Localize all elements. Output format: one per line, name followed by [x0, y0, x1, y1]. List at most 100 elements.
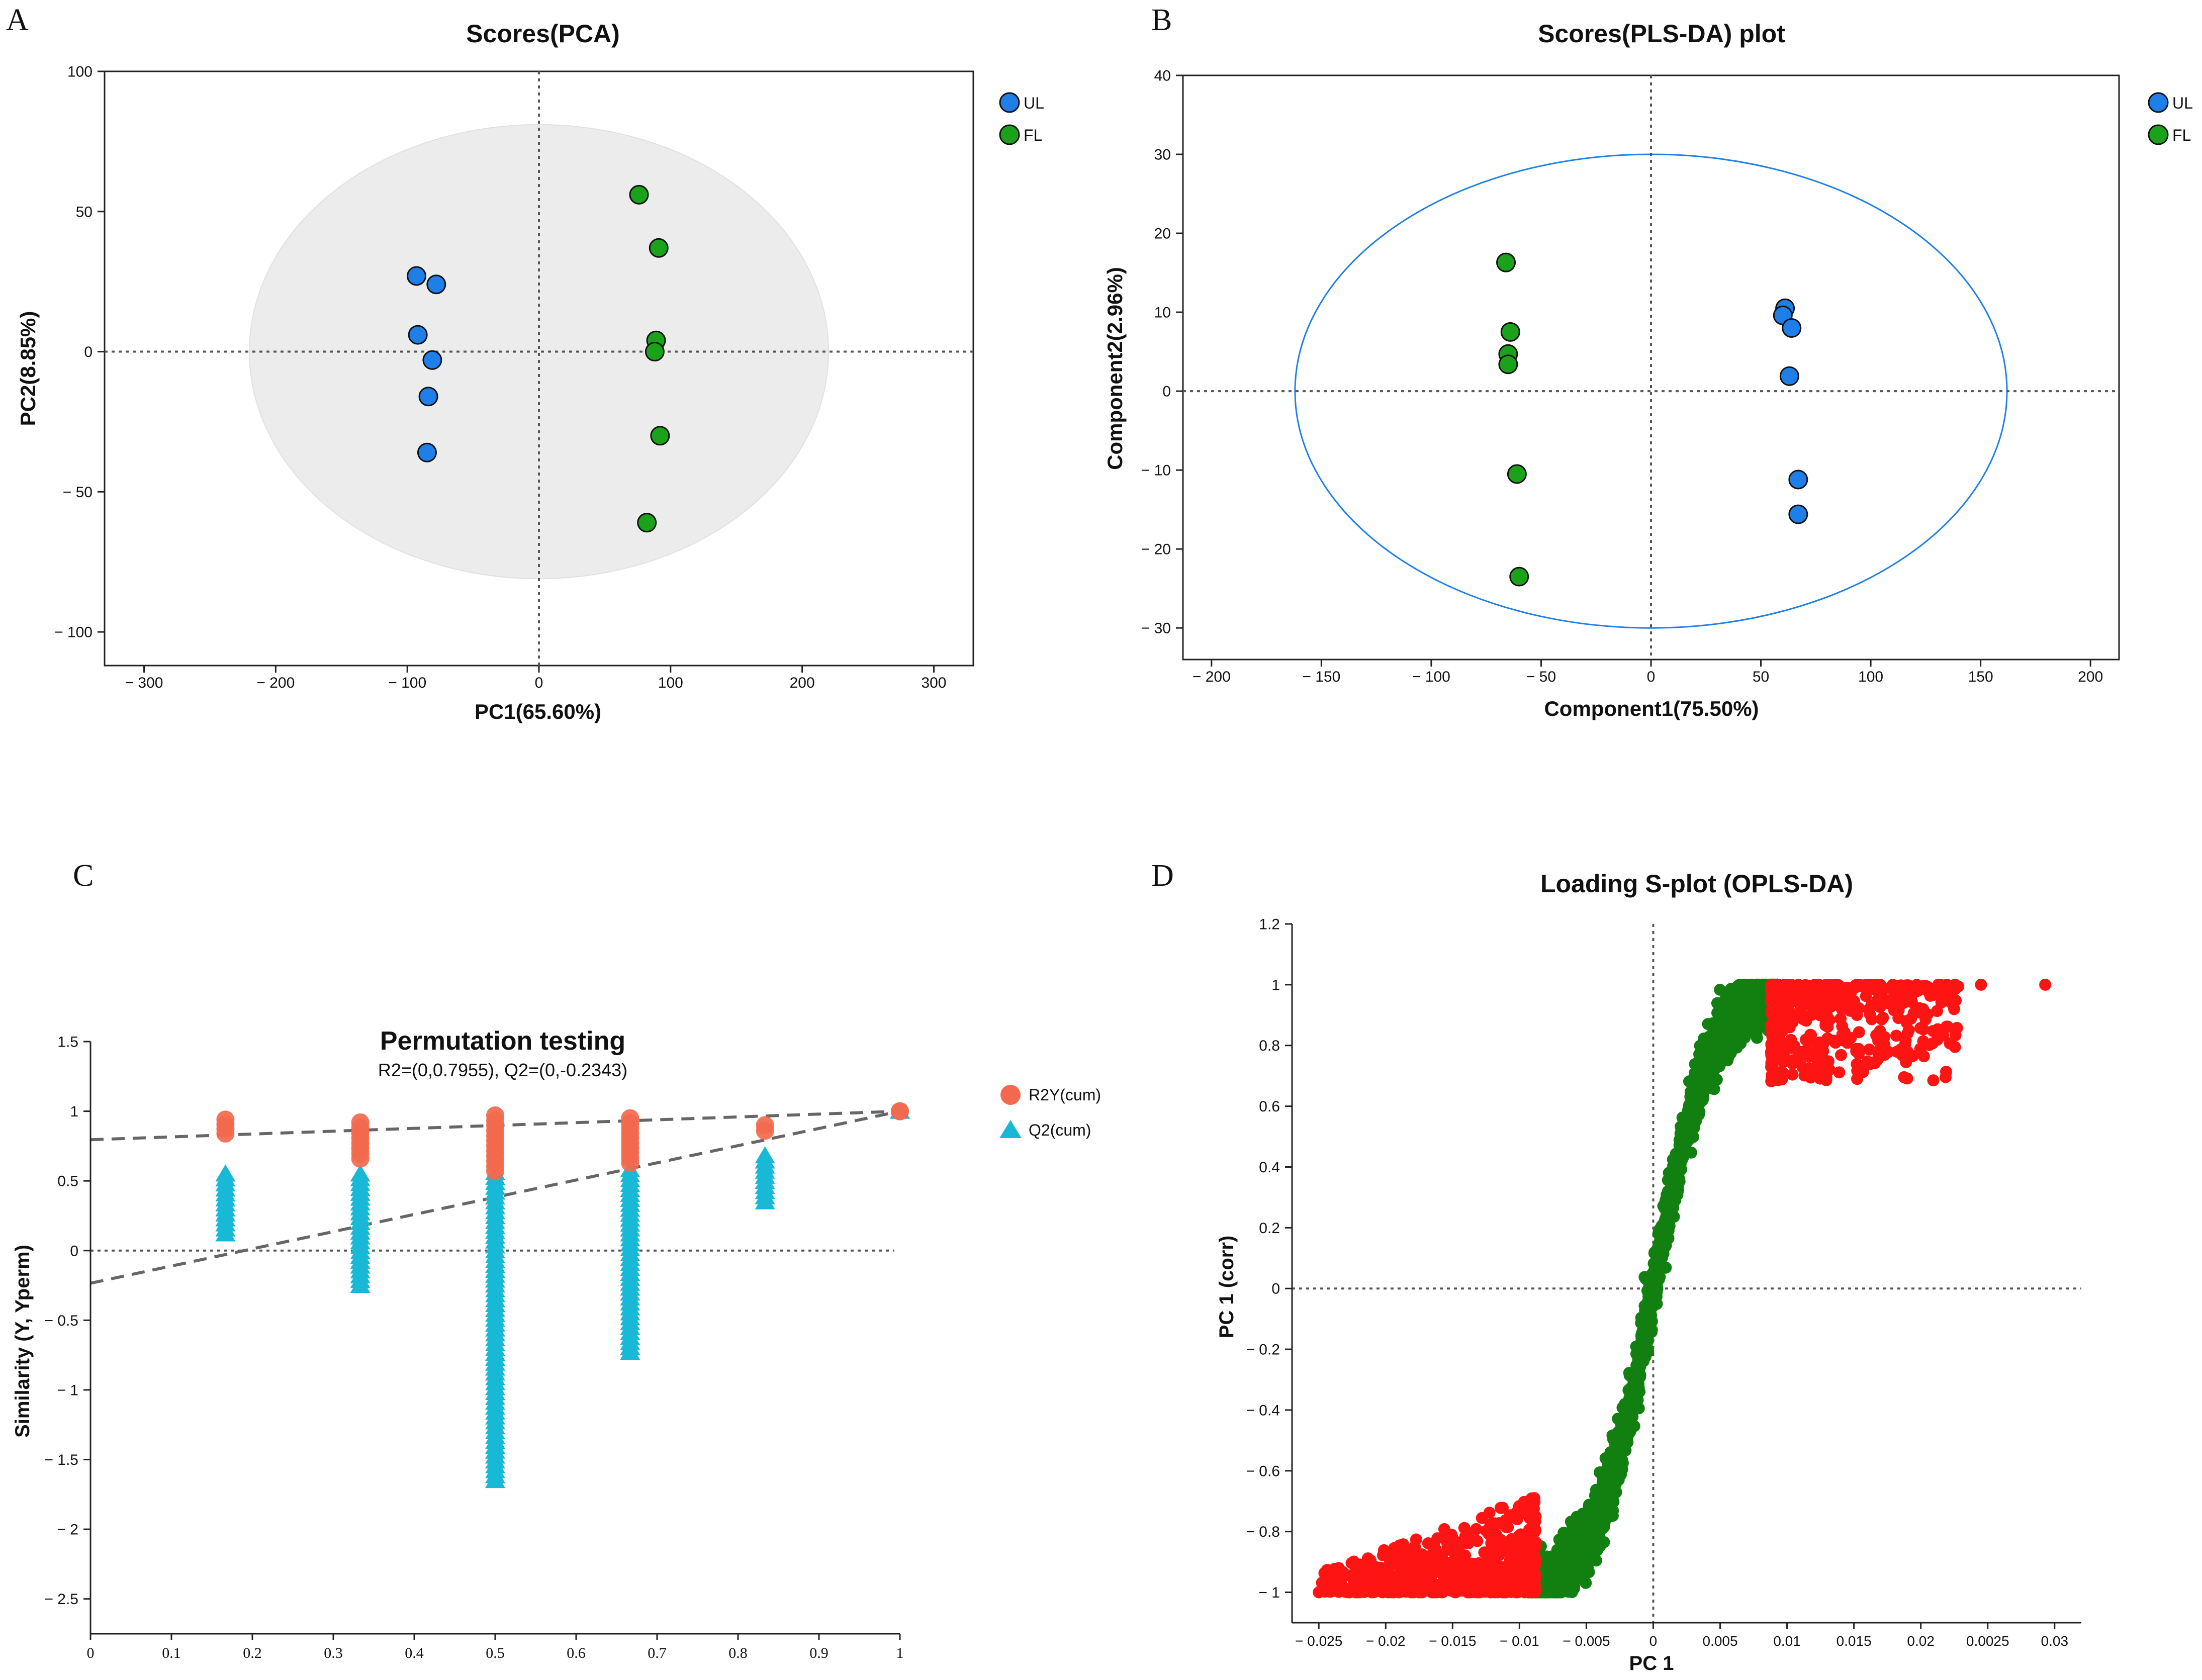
loading-point	[1801, 1050, 1814, 1063]
data-point-ul	[407, 266, 427, 286]
loading-point	[1641, 1303, 1654, 1316]
panelA-ytick-label: − 100	[54, 624, 93, 641]
panelD-xtick-label: 0.005	[1702, 1633, 1737, 1649]
loading-point	[1836, 1028, 1849, 1041]
data-point-fl	[637, 513, 657, 533]
panelC-ytick-label: 1.5	[57, 1034, 78, 1051]
panelB-xtick-label: − 50	[1526, 669, 1556, 685]
loading-point	[1935, 996, 1948, 1009]
chart-title-b: Scores(PLS-DA) plot	[1538, 20, 1785, 48]
loading-point	[1769, 980, 1781, 993]
panelC-ytick-label: 1	[70, 1103, 78, 1120]
loading-point	[1863, 1043, 1876, 1056]
loading-point	[1601, 1466, 1613, 1479]
panelC-xtick-label: 0.8	[728, 1645, 748, 1661]
plot-area-a	[105, 71, 973, 666]
loading-point	[1770, 992, 1782, 1004]
loading-point	[1313, 1586, 1325, 1599]
data-point-fl	[1509, 567, 1529, 587]
q2-marker	[755, 1146, 775, 1164]
loading-point	[1452, 1536, 1464, 1549]
panelD-xtick-label: − 0.025	[1295, 1633, 1342, 1649]
loading-point	[1877, 1011, 1889, 1024]
loading-point	[1975, 978, 1987, 991]
loading-point	[1900, 1056, 1912, 1068]
plot-frame-b	[1182, 74, 2120, 661]
loading-point	[1940, 1066, 1952, 1078]
x-axis-label-a: PC1(65.60%)	[475, 700, 601, 723]
loading-point	[1427, 1541, 1439, 1553]
x-axis-c: 0 0.1 0.2 0.3 0.4 0.5 0.6 0.7 0.8 0.9 1	[87, 1634, 904, 1661]
loading-point	[1410, 1533, 1422, 1546]
loading-point	[1710, 1073, 1723, 1086]
r2y-marker	[621, 1109, 639, 1128]
loading-point	[1343, 1586, 1356, 1599]
loading-point	[1899, 1034, 1912, 1047]
loading-point	[1613, 1444, 1625, 1457]
loading-point	[1895, 994, 1908, 1007]
panelC-xtick-label: 0.5	[486, 1645, 505, 1661]
loading-point	[1798, 1069, 1811, 1082]
loading-point	[1869, 1056, 1882, 1069]
panelC-xtick-label: 0.1	[162, 1645, 181, 1661]
panelC-xtick-label: 0.2	[243, 1645, 262, 1661]
panel-a: A Scores(PCA) − 300− 200− 100 0 100 200 300 …	[6, 3, 1044, 723]
loading-point	[1810, 980, 1822, 993]
loading-point	[1476, 1512, 1488, 1524]
q2-marker	[350, 1164, 371, 1182]
legend-label-fl: FL	[1024, 126, 1042, 144]
loading-point	[1517, 1583, 1529, 1596]
data-point-fl	[1500, 322, 1520, 342]
x-axis-b: − 200 − 150 − 100 − 50 0 50 100 150 200	[1192, 660, 2103, 685]
loading-point	[1559, 1562, 1572, 1575]
loading-point	[1825, 1000, 1838, 1012]
loading-point	[1545, 1550, 1557, 1563]
panelB-xtick-label: − 200	[1192, 669, 1231, 685]
panelB-ytick-label: 40	[1154, 68, 1171, 84]
loading-point	[1499, 1520, 1511, 1532]
panelD-ytick-label: − 0.8	[1246, 1524, 1280, 1540]
loading-point	[1516, 1503, 1529, 1516]
legend-label-q2: Q2(cum)	[1029, 1121, 1091, 1139]
legend-label-ul: UL	[2172, 94, 2193, 112]
loading-point	[1642, 1345, 1655, 1358]
loading-point	[1565, 1546, 1577, 1558]
loading-point	[1672, 1184, 1684, 1196]
loading-point	[1527, 1517, 1540, 1529]
chart-title-a: Scores(PCA)	[466, 20, 620, 48]
loading-point	[1693, 1089, 1706, 1101]
loading-point	[1709, 1045, 1722, 1058]
legend-marker-ul	[2148, 92, 2169, 113]
loading-point	[1890, 1030, 1902, 1042]
panelD-ytick-label: 1	[1271, 977, 1280, 993]
loading-point	[1786, 1016, 1799, 1029]
loading-point	[1890, 984, 1902, 997]
panelD-ytick-label: − 0.2	[1246, 1342, 1280, 1358]
loading-point	[1495, 1560, 1508, 1573]
loading-point	[1765, 1072, 1778, 1084]
loading-point	[1869, 979, 1882, 991]
loading-point	[1786, 1068, 1799, 1081]
data-point-fl	[645, 342, 665, 362]
panelD-ytick-label: − 0.6	[1246, 1463, 1280, 1479]
panelC-ytick-label: 0	[70, 1243, 78, 1259]
data-point-ul	[1779, 366, 1799, 386]
loading-point	[1821, 1064, 1834, 1077]
loading-point	[1942, 1020, 1954, 1033]
y-axis-b: − 30 − 20 − 10 0 10 20 30 40	[1141, 68, 1183, 637]
loading-point	[1359, 1562, 1371, 1575]
loading-point	[1777, 1056, 1790, 1068]
y-axis-label-b: Component2(2.96%)	[1103, 267, 1127, 470]
legend-marker-r2y	[1000, 1085, 1021, 1105]
loading-point	[1819, 1017, 1832, 1030]
loading-point	[1948, 1003, 1960, 1015]
panelD-xtick-label: 0.01	[1773, 1633, 1801, 1649]
loading-point	[1687, 1101, 1700, 1113]
data-point-ul	[418, 387, 438, 407]
data-point-ul	[426, 274, 446, 295]
loading-point	[1687, 1114, 1700, 1127]
loading-point	[1478, 1578, 1490, 1591]
data-point-fl	[649, 238, 669, 258]
loading-point	[1444, 1572, 1457, 1585]
